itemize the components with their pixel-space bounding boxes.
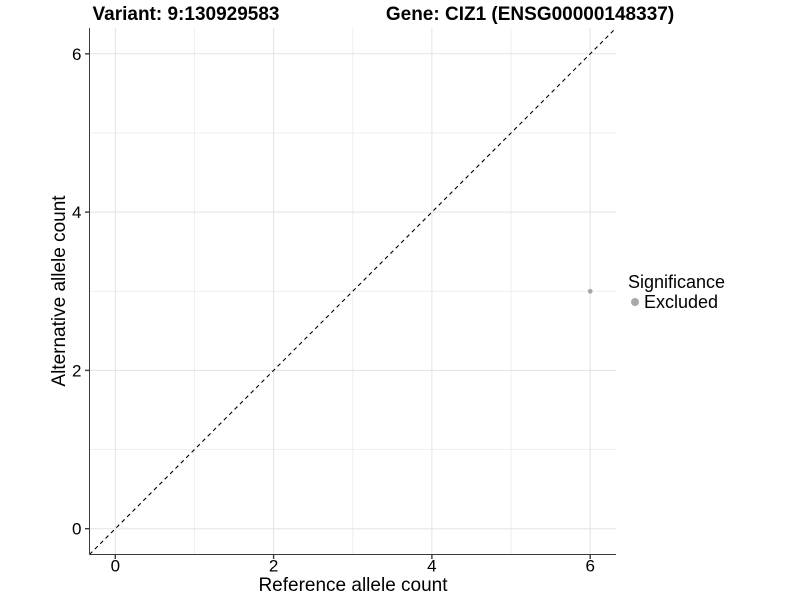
y-tick-label: 0 — [72, 520, 81, 539]
legend-item-excluded: Excluded — [628, 292, 725, 312]
legend: Significance Excluded — [628, 272, 726, 313]
x-tick-label: 0 — [111, 557, 120, 576]
y-tick-label: 4 — [72, 203, 81, 222]
plot-title-gene: Gene: CIZ1 (ENSG00000148337) — [385, 4, 675, 25]
x-tick-label: 6 — [585, 557, 594, 576]
plot-title-variant: Variant: 9:130929583 — [92, 4, 280, 25]
data-point — [587, 288, 593, 294]
x-axis-title: Reference allele count — [258, 575, 448, 596]
legend-item-label: Excluded — [644, 292, 719, 312]
x-tick-label: 2 — [269, 557, 278, 576]
x-tick-label: 4 — [427, 557, 436, 576]
identity-dashed-line — [89, 27, 617, 555]
y-tick-label: 6 — [72, 45, 81, 64]
y-axis-title: Alternative allele count — [49, 195, 70, 387]
legend-point-icon — [631, 298, 639, 306]
y-tick-label: 2 — [72, 361, 81, 380]
legend-title: Significance — [628, 272, 726, 292]
